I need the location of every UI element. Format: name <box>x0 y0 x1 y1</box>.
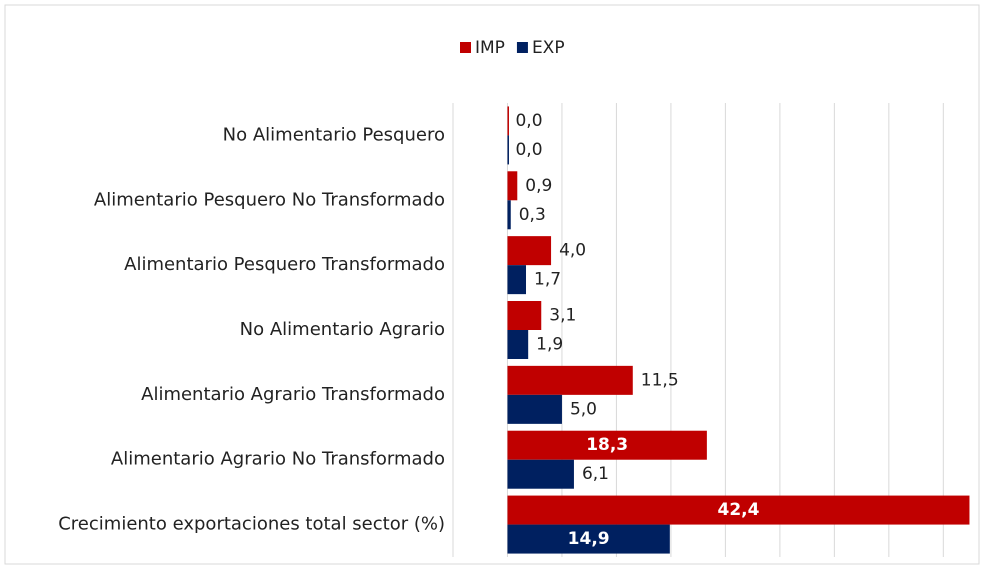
category-label: Crecimiento exportaciones total sector (… <box>58 514 445 535</box>
category-label: Alimentario Pesquero No Transformado <box>94 189 445 210</box>
bar <box>507 524 670 554</box>
category-label: No Alimentario Agrario <box>240 319 445 340</box>
bar <box>507 459 574 489</box>
legend-swatch <box>460 42 471 53</box>
bar <box>507 200 511 230</box>
data-label: 5,0 <box>570 399 597 419</box>
category-label: No Alimentario Pesquero <box>223 124 445 145</box>
data-label: 11,5 <box>641 370 679 390</box>
bar <box>507 171 518 201</box>
data-label: 0,3 <box>519 205 546 225</box>
category-label: Alimentario Agrario No Transformado <box>111 449 445 470</box>
category-label: Alimentario Agrario Transformado <box>141 384 445 405</box>
data-label: 0,0 <box>515 111 542 131</box>
bar <box>507 236 552 266</box>
data-label: 0,9 <box>525 176 552 196</box>
legend-label: IMP <box>475 38 505 58</box>
chart-frame <box>4 4 980 565</box>
data-label: 6,1 <box>582 464 609 484</box>
bar <box>507 430 707 460</box>
bar <box>507 301 542 330</box>
bar <box>507 495 970 525</box>
bar <box>507 265 527 295</box>
data-label: 18,3 <box>586 435 628 455</box>
bar <box>507 135 509 165</box>
legend-label: EXP <box>532 38 565 58</box>
bar <box>507 330 529 359</box>
bar <box>507 394 562 424</box>
data-label: 1,9 <box>536 335 563 355</box>
data-label: 42,4 <box>717 500 759 520</box>
data-label: 0,0 <box>515 140 542 160</box>
data-label: 3,1 <box>549 306 576 326</box>
category-label: Alimentario Pesquero Transformado <box>124 254 445 275</box>
data-label: 4,0 <box>559 241 586 261</box>
data-label: 1,7 <box>534 270 561 290</box>
data-label: 14,9 <box>568 529 610 549</box>
bar <box>507 365 633 395</box>
bar <box>507 106 509 136</box>
legend-swatch <box>516 42 528 53</box>
